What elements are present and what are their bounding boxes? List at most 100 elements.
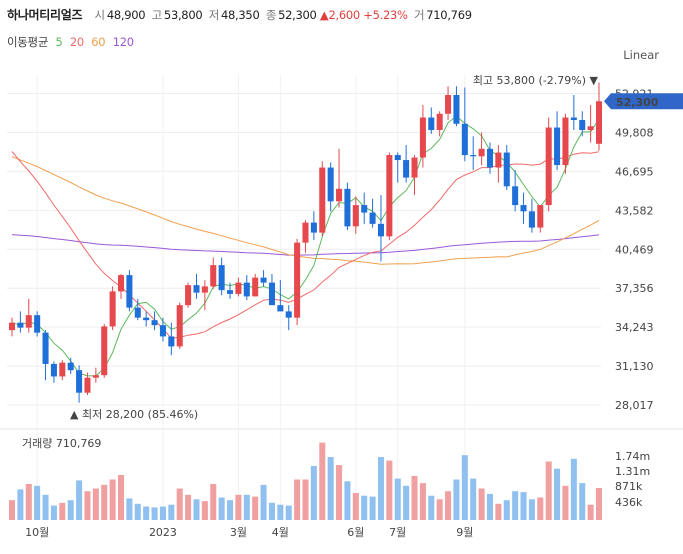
volume-tick-label: 1.74m (615, 450, 650, 463)
volume-bar (344, 481, 351, 520)
candle-body (352, 205, 359, 227)
candle-body (84, 377, 91, 393)
volume-bar (478, 488, 485, 520)
time-tick-label: 4월 (272, 526, 289, 539)
ma-60-line (11, 156, 600, 265)
volume-bar (101, 484, 108, 520)
candle-body (67, 362, 74, 371)
candle-body (76, 370, 83, 393)
volume-bar (503, 500, 510, 520)
volume-bar (436, 499, 443, 520)
volume-bar (461, 455, 468, 520)
candle-body (252, 277, 259, 297)
volume-bar (143, 506, 150, 520)
candle-body (285, 311, 292, 318)
candle-body (134, 307, 141, 318)
candle-body (478, 148, 485, 157)
volume-bar (302, 479, 309, 520)
candle-body (109, 291, 116, 327)
price-tick-label: 31,130 (615, 360, 654, 373)
high-value: 53,800 (163, 8, 203, 22)
candle-body (210, 265, 217, 287)
moving-average-label: 이동평균 (7, 35, 49, 49)
candle-body (486, 148, 494, 168)
volume-bar (453, 479, 460, 520)
candle-body (243, 282, 250, 297)
volume-bar (8, 500, 16, 520)
quote-header: 하나머티리얼즈 시 48,900 고 53,800 저 48,350 종 52,300 … (7, 6, 472, 23)
candle-body (260, 277, 267, 283)
volume-bar (134, 503, 141, 520)
volume-bar (176, 488, 183, 520)
ma-60-label: 60 (91, 35, 106, 49)
volume-bar (260, 484, 267, 520)
volume-bar (411, 475, 418, 520)
candle-body (277, 305, 284, 312)
close-value: 52,300 (278, 8, 317, 22)
candle-body (235, 282, 242, 294)
volume-bar (520, 492, 527, 520)
candle-body (126, 275, 133, 308)
volume-bar (84, 491, 91, 520)
volume-bar (537, 497, 544, 520)
volume-bar (595, 488, 603, 520)
time-tick-label: 2023 (149, 526, 177, 539)
open-value: 48,900 (106, 8, 146, 22)
candle-body (595, 101, 603, 144)
volume-bar (545, 461, 552, 520)
time-tick-label: 7월 (389, 526, 406, 539)
scale-mode-button[interactable]: Linear (623, 48, 659, 62)
candle-body (101, 326, 108, 376)
candle-body (168, 336, 175, 347)
volume-bar (243, 494, 250, 520)
candle-body (445, 95, 452, 114)
candle-body (336, 188, 343, 202)
volume-bar (285, 505, 292, 520)
candle-body (34, 315, 41, 333)
ma-120-label: 120 (112, 35, 134, 49)
volume-label: 거 (413, 8, 425, 22)
volume-bar (377, 457, 384, 520)
candle-body (537, 205, 544, 228)
min-price-annotation: ▲ 최저 28,200 (85.46%) (70, 408, 198, 421)
ma-5-label: 5 (55, 35, 63, 49)
candle-body (176, 305, 183, 347)
candle-body (218, 265, 225, 291)
candle-body (562, 117, 569, 166)
candle-body (528, 211, 535, 228)
time-tick-label: 10월 (25, 526, 49, 539)
candle-body (344, 188, 351, 227)
volume-panel-label: 거래량 710,769 (22, 437, 101, 450)
candle-body (227, 290, 234, 294)
time-tick-label: 6월 (347, 526, 364, 539)
volume-bar (193, 499, 200, 520)
moving-average-legend[interactable]: 이동평균 5 20 60 120 (7, 34, 138, 50)
price-tick-label: 37,356 (615, 282, 654, 295)
candle-body (545, 127, 552, 206)
last-price-label: 52,300 (616, 96, 659, 109)
candle-body (394, 155, 401, 161)
candle-body (403, 160, 410, 178)
volume-bar (428, 495, 435, 520)
volume-bar (126, 498, 133, 520)
volume-tick-label: 871k (615, 480, 643, 493)
volume-bar (277, 504, 284, 520)
time-tick-label: 9월 (456, 526, 473, 539)
volume-bar (562, 485, 569, 520)
volume-tick-label: 1.31m (615, 465, 650, 478)
candle-body (570, 117, 577, 121)
volume-bar (528, 499, 535, 520)
ma-120-line (11, 234, 600, 256)
volume-bar (369, 496, 376, 520)
candle-body (587, 126, 594, 131)
volume-bar (310, 466, 317, 520)
volume-bar (587, 504, 594, 520)
volume-bar (34, 485, 41, 520)
close-label: 종 (265, 8, 277, 22)
candle-body (419, 117, 426, 158)
volume-bar (67, 500, 74, 520)
candle-body (302, 222, 309, 243)
volume-bar (235, 494, 242, 520)
candle-body (143, 317, 150, 321)
